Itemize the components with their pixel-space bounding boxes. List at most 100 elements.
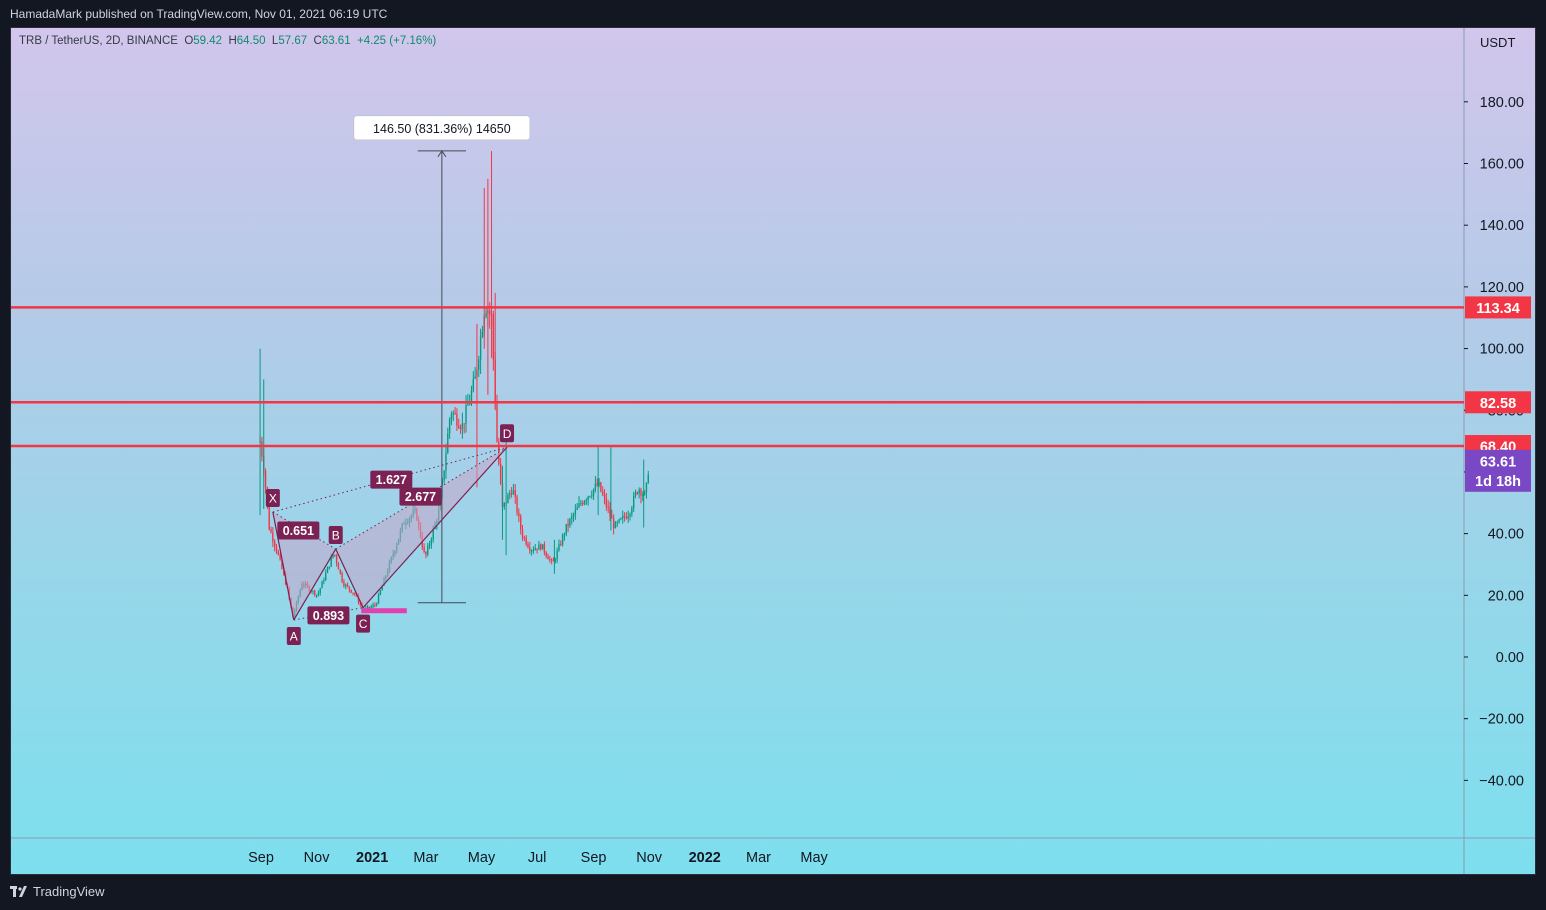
candle-body: [348, 586, 351, 590]
x-tick-label: May: [468, 850, 496, 866]
candle-body: [346, 584, 349, 587]
x-tick-label: May: [800, 850, 828, 866]
pattern-point-label: B: [332, 529, 340, 543]
candle-body: [602, 491, 604, 495]
y-tick-label: −40.00: [1479, 773, 1524, 789]
candle-body: [541, 544, 544, 550]
candle-body: [578, 503, 580, 508]
x-tick-label: Sep: [581, 850, 607, 866]
candle-body: [335, 555, 338, 563]
symbol-legend[interactable]: TRB / TetherUS, 2D, BINANCE O59.42 H64.5…: [19, 35, 436, 47]
candle-body: [478, 359, 480, 370]
candle-body: [268, 505, 270, 530]
candle-body: [518, 512, 520, 517]
candle-body: [321, 581, 323, 589]
candle-body: [543, 544, 546, 553]
pattern-point-badge: [265, 489, 280, 508]
candle-body: [499, 463, 502, 484]
candle-body: [452, 412, 454, 415]
candle-body: [560, 544, 562, 546]
candle-body: [428, 544, 431, 547]
candle-body: [458, 425, 460, 428]
candle-body: [317, 593, 320, 595]
candle-body: [629, 513, 631, 517]
candle-body: [283, 568, 285, 575]
candle-body: [510, 493, 513, 495]
x-tick-label: Jul: [528, 850, 547, 866]
candle-body: [594, 483, 597, 490]
candle-body: [530, 550, 533, 552]
candle-body: [456, 413, 458, 426]
candle-body: [638, 489, 640, 494]
candle-body: [337, 562, 340, 570]
x-tick-label: Mar: [413, 850, 438, 866]
candle-body: [627, 516, 629, 519]
candle-body: [591, 495, 593, 497]
candle-body: [574, 509, 577, 515]
candle-body: [636, 492, 639, 494]
currency-label[interactable]: USDT: [1480, 35, 1516, 50]
target-zone: [361, 608, 407, 614]
candle-body: [525, 537, 527, 545]
candle-body: [592, 489, 595, 496]
y-tick-label: 180.00: [1480, 95, 1524, 111]
y-tick-label: 120.00: [1480, 280, 1524, 296]
x-tick-label: Nov: [304, 850, 331, 866]
candle-body: [647, 474, 649, 483]
publisher-line: HamadaMark published on TradingView.com,…: [10, 7, 388, 21]
candle-body: [459, 427, 462, 430]
measure-label: 146.50 (831.36%) 14650: [373, 122, 511, 136]
candle-body: [521, 529, 524, 538]
y-tick-label: 160.00: [1480, 157, 1524, 173]
candle-body: [377, 594, 380, 604]
y-tick-label: −20.00: [1479, 712, 1524, 728]
candle-body: [264, 470, 267, 488]
y-tick-label: 40.00: [1488, 527, 1524, 543]
pattern-leg: [362, 446, 508, 609]
candle-body: [600, 482, 602, 492]
chart-frame[interactable]: 180.00160.00140.00120.00100.0080.0060.00…: [10, 27, 1536, 875]
tradingview-logo-icon: [10, 885, 27, 897]
candle-body: [516, 496, 518, 513]
candle-body: [567, 523, 569, 526]
candle-body: [645, 482, 648, 492]
candle-body: [281, 559, 283, 569]
candle-body: [532, 549, 535, 551]
pattern-ratio-badge: [277, 521, 320, 540]
candle-body: [272, 532, 274, 542]
candle-body: [427, 546, 429, 555]
candle-body: [465, 405, 467, 424]
price-chart[interactable]: 180.00160.00140.00120.00100.0080.0060.00…: [11, 28, 1535, 874]
x-tick-label: 2021: [356, 850, 388, 866]
pattern-bcd-fill: [335, 447, 508, 608]
candle-body: [432, 528, 434, 540]
candle-body: [634, 492, 637, 496]
candle-body: [463, 423, 465, 425]
x-tick-label: Sep: [248, 850, 274, 866]
candle-body: [612, 518, 615, 529]
candle-body: [545, 552, 547, 557]
candle-body: [631, 508, 633, 514]
candle-body: [576, 507, 578, 510]
low-label: L: [271, 35, 279, 47]
candle-body: [445, 453, 447, 471]
open-label: O: [184, 35, 194, 47]
candle-body: [366, 606, 369, 609]
candle-body: [563, 534, 566, 536]
candle-body: [569, 519, 571, 526]
candle-body: [279, 554, 281, 560]
level-price-tag: [1465, 296, 1531, 319]
x-tick-label: Mar: [746, 850, 771, 866]
candle-body: [448, 419, 451, 434]
candle-body: [450, 414, 453, 420]
pattern-ratio-badge: [399, 487, 442, 506]
candle-body: [550, 559, 553, 561]
candle-body: [454, 412, 456, 414]
pattern-ratio-label: 0.651: [283, 524, 314, 538]
candle-body: [368, 606, 371, 608]
pattern-ratio-badge: [370, 470, 413, 489]
pattern-ratio-badge: [307, 606, 350, 625]
symbol-name[interactable]: TRB / TetherUS, 2D, BINANCE: [19, 35, 178, 47]
candle-body: [479, 336, 482, 360]
high-label: H: [228, 35, 237, 47]
